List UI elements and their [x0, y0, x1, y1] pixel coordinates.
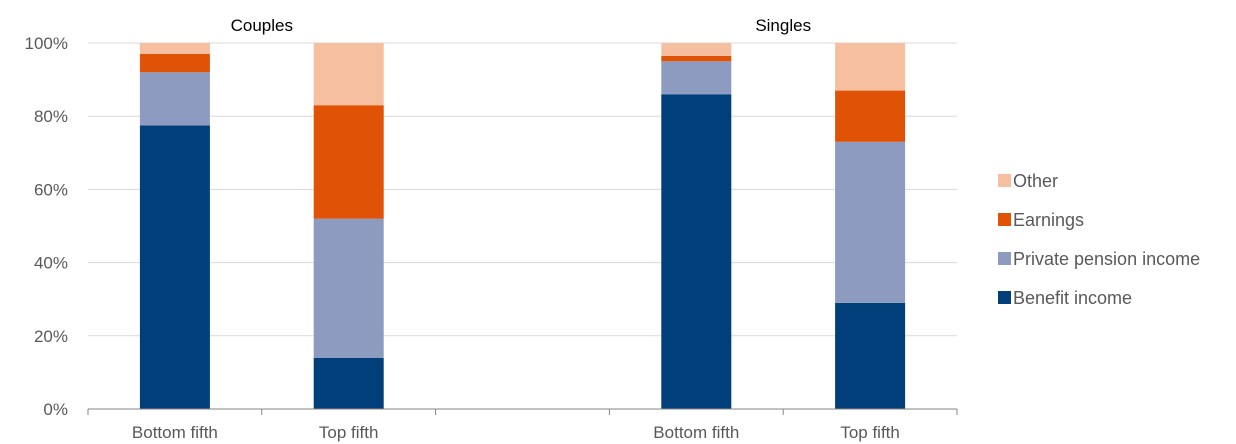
legend-label: Benefit income [1013, 288, 1132, 308]
y-tick-label: 100% [25, 34, 68, 53]
panel-title: Couples [231, 16, 293, 35]
bar-other [835, 43, 906, 91]
x-tick-label: Top fifth [319, 423, 379, 442]
y-tick-label: 80% [34, 107, 68, 126]
legend-label: Private pension income [1013, 249, 1200, 269]
bar-private-pension-income [835, 141, 906, 303]
bar-benefit-income [835, 302, 906, 409]
legend-swatch [998, 291, 1011, 304]
y-tick-label: 60% [34, 180, 68, 199]
legend-swatch [998, 174, 1011, 187]
panel-titles: Couples Singles [231, 16, 811, 35]
legend-swatch [998, 213, 1011, 226]
y-tick-label: 40% [34, 254, 68, 273]
bar-other [313, 43, 384, 106]
bar-earnings [661, 55, 732, 62]
bar-private-pension-income [661, 61, 732, 95]
x-axis-labels: Bottom fifth Top fifth Bottom fifth Top fif… [132, 423, 900, 442]
bar-private-pension-income [139, 72, 210, 126]
bar-earnings [313, 105, 384, 219]
panel-title: Singles [755, 16, 811, 35]
bar-earnings [139, 53, 210, 73]
bar-other [139, 43, 210, 54]
bar-private-pension-income [313, 218, 384, 358]
bar-other [661, 43, 732, 56]
y-tick-label: 20% [34, 327, 68, 346]
bar-benefit-income [661, 94, 732, 410]
gridlines [88, 42, 957, 337]
legend: Other Earnings Private pension income Benef… [998, 171, 1200, 308]
legend-label: Earnings [1013, 210, 1084, 230]
bar-benefit-income [313, 357, 384, 409]
bar-benefit-income [139, 125, 210, 409]
bar-earnings [835, 90, 906, 142]
legend-label: Other [1013, 171, 1058, 191]
x-tick-label: Bottom fifth [132, 423, 218, 442]
y-axis-ticks: 0% 20% 40% 60% 80% 100% [25, 34, 68, 419]
x-tick-label: Top fifth [840, 423, 900, 442]
x-axis [87, 408, 958, 415]
x-tick-label: Bottom fifth [653, 423, 739, 442]
legend-swatch [998, 252, 1011, 265]
bars [139, 43, 906, 410]
y-tick-label: 0% [43, 400, 68, 419]
